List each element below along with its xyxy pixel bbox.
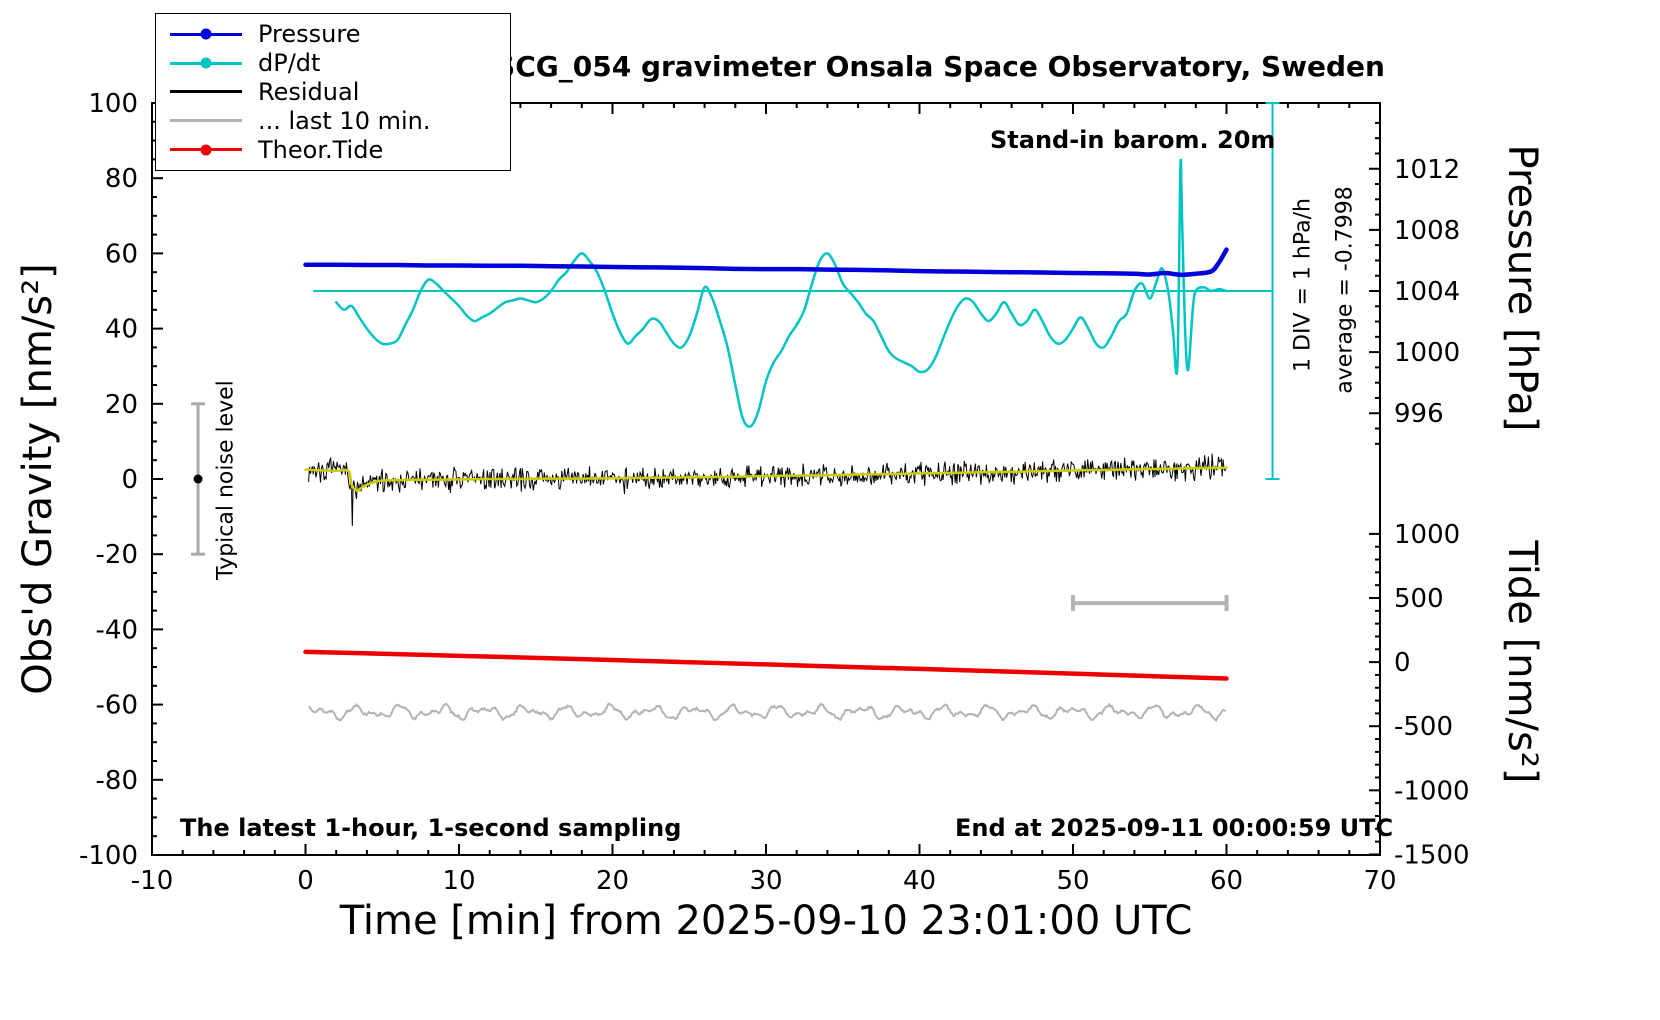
legend-marker-dot [200, 144, 212, 156]
y-tick-label-pressure: 1008 [1394, 216, 1460, 246]
residual-line-swatch-icon [170, 80, 242, 104]
residual-smooth-series [304, 466, 1228, 492]
pressure-series [303, 247, 1229, 278]
legend-label-theortide: Theor.Tide [258, 135, 384, 164]
last10min-line-swatch-icon [170, 109, 242, 133]
legend-label-dpdt: dP/dt [258, 49, 321, 78]
legend-marker-dot [200, 57, 212, 69]
plot-frame [151, 102, 1381, 856]
legend-line [170, 90, 242, 94]
annotation-end-time: End at 2025-09-11 00:00:59 UTC [955, 814, 1394, 842]
y-tick-label-gravity: 100 [88, 89, 138, 119]
legend-line [170, 119, 242, 123]
legend-label-residual: Residual [258, 77, 360, 106]
y-tick-label-tide: 500 [1394, 584, 1444, 614]
x-tick-label: 0 [297, 866, 314, 896]
y-tick-label-pressure: 1004 [1394, 277, 1460, 307]
dpdt-series [334, 158, 1228, 428]
x-tick-label: -10 [131, 866, 173, 896]
legend-label-last10min: ... last 10 min. [258, 106, 431, 135]
annotation-sampling: The latest 1-hour, 1-second sampling [180, 814, 682, 842]
y-tick-label-tide: -1500 [1394, 840, 1470, 870]
y-tick-label-tide: 0 [1394, 648, 1411, 678]
annotation-noise-level: Typical noise level [213, 380, 239, 580]
x-tick-label: 50 [1056, 866, 1089, 896]
annotation-average: average = -0.7998 [1332, 186, 1358, 394]
noise-level-dot [193, 474, 203, 484]
y-tick-label-gravity: 80 [105, 164, 138, 194]
pressure-line-swatch-icon [170, 22, 242, 46]
x-axis-title: Time [min] from 2025-09-10 23:01:00 UTC [339, 898, 1193, 944]
dpdt-line-swatch-icon [170, 51, 242, 75]
y-tick-label-gravity: -60 [96, 691, 138, 721]
y-tick-label-gravity: 40 [105, 315, 138, 345]
y-tick-label-gravity: -20 [96, 540, 138, 570]
y-tick-label-tide: 1000 [1394, 520, 1460, 550]
legend-item-residual: Residual [170, 77, 506, 106]
y-tick-label-pressure: 996 [1394, 399, 1444, 429]
y-tick-label-tide: -500 [1394, 712, 1453, 742]
legend-item-pressure: Pressure [170, 20, 506, 49]
last10min-series [307, 702, 1227, 722]
y-tick-label-pressure: 1012 [1394, 155, 1460, 185]
x-tick-label: 30 [749, 866, 782, 896]
x-tick-label: 40 [903, 866, 936, 896]
axis-ticks [151, 102, 1381, 856]
x-tick-label: 70 [1363, 866, 1396, 896]
x-tick-label: 60 [1210, 866, 1243, 896]
y-tick-label-gravity: 0 [121, 465, 138, 495]
theortide-line-swatch-icon [170, 138, 242, 162]
theor-tide-series [303, 649, 1229, 681]
legend-marker-dot [200, 28, 212, 40]
legend-label-pressure: Pressure [258, 20, 361, 49]
y-axis-title-gravity: Obs'd Gravity [nm/s²] [15, 263, 61, 695]
legend: Pressure dP/dt Residual ... last 10 min.… [155, 13, 511, 171]
annotation-barometer: Stand-in barom. 20m [990, 126, 1276, 154]
y-axis-title-tide: Tide [nm/s²] [1499, 540, 1545, 784]
y-tick-label-pressure: 1000 [1394, 338, 1460, 368]
y-tick-label-gravity: 20 [105, 390, 138, 420]
annotation-div-scale: 1 DIV = 1 hPa/h [1290, 198, 1316, 372]
y-tick-label-tide: -1000 [1394, 776, 1470, 806]
x-tick-label: 10 [442, 866, 475, 896]
chart-title: SCG_054 gravimeter Onsala Space Observat… [495, 50, 1385, 83]
legend-item-last10min: ... last 10 min. [170, 106, 506, 135]
x-tick-label: 20 [596, 866, 629, 896]
y-tick-label-gravity: -80 [96, 766, 138, 796]
y-tick-label-gravity: 60 [105, 239, 138, 269]
legend-item-theortide: Theor.Tide [170, 135, 506, 164]
legend-item-dpdt: dP/dt [170, 49, 506, 78]
residual-series [308, 453, 1227, 527]
tick-labels: -10 0 10 20 30 40 50 60 70-100-80-60-40-20020406… [79, 89, 1470, 896]
y-tick-label-gravity: -100 [79, 841, 138, 871]
y-axis-title-pressure: Pressure [hPa] [1499, 144, 1545, 432]
y-tick-label-gravity: -40 [96, 615, 138, 645]
